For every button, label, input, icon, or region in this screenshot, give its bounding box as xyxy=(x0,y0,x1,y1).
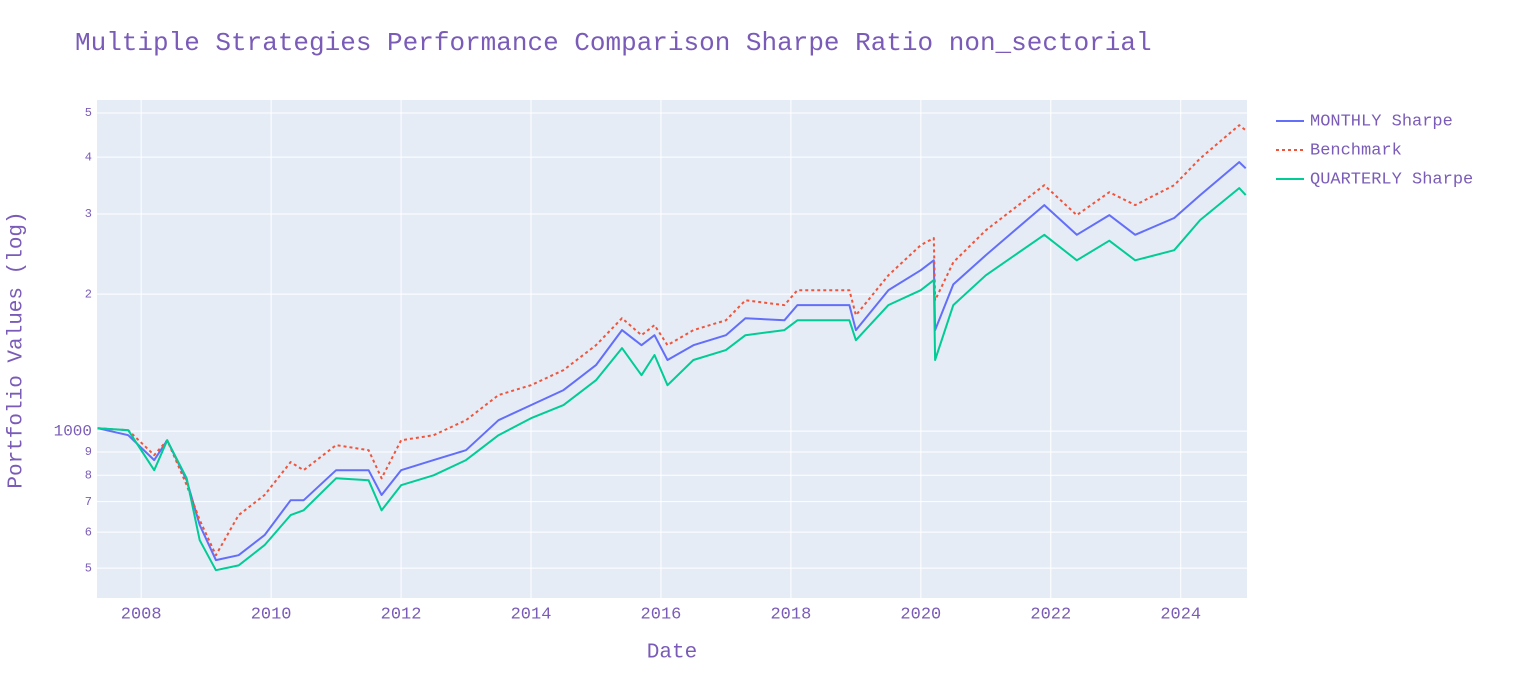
x-tick-label: 2008 xyxy=(121,605,162,624)
x-tick-label: 2012 xyxy=(381,605,422,624)
y-tick-label: 4 xyxy=(85,150,92,164)
y-tick-label: 9 xyxy=(85,445,92,459)
y-tick-label: 1000 xyxy=(54,422,92,440)
x-tick-label: 2022 xyxy=(1030,605,1071,624)
legend-label: QUARTERLY Sharpe xyxy=(1310,170,1473,189)
series-line xyxy=(97,187,1247,572)
y-tick-label: 3 xyxy=(85,207,92,221)
series-line xyxy=(97,161,1247,562)
legend-label: Benchmark xyxy=(1310,141,1402,160)
x-tick-label: 2014 xyxy=(511,605,552,624)
x-axis-title: Date xyxy=(647,642,697,665)
y-tick-label: 7 xyxy=(85,495,92,509)
y-axis-title: Portfolio Values (log) xyxy=(6,211,29,488)
legend-label: MONTHLY Sharpe xyxy=(1310,112,1453,131)
x-tick-label: 2024 xyxy=(1160,605,1201,624)
y-tick-label: 5 xyxy=(85,561,92,575)
chart-title: Multiple Strategies Performance Comparis… xyxy=(75,28,1152,58)
y-tick-label: 8 xyxy=(85,468,92,482)
y-tick-label: 5 xyxy=(85,106,92,120)
x-tick-label: 2020 xyxy=(900,605,941,624)
series-line xyxy=(97,124,1247,557)
x-tick-label: 2016 xyxy=(641,605,682,624)
x-tick-label: 2018 xyxy=(770,605,811,624)
plot-area xyxy=(97,100,1247,598)
x-tick-label: 2010 xyxy=(251,605,292,624)
y-tick-label: 6 xyxy=(85,525,92,539)
y-tick-label: 2 xyxy=(85,287,92,301)
